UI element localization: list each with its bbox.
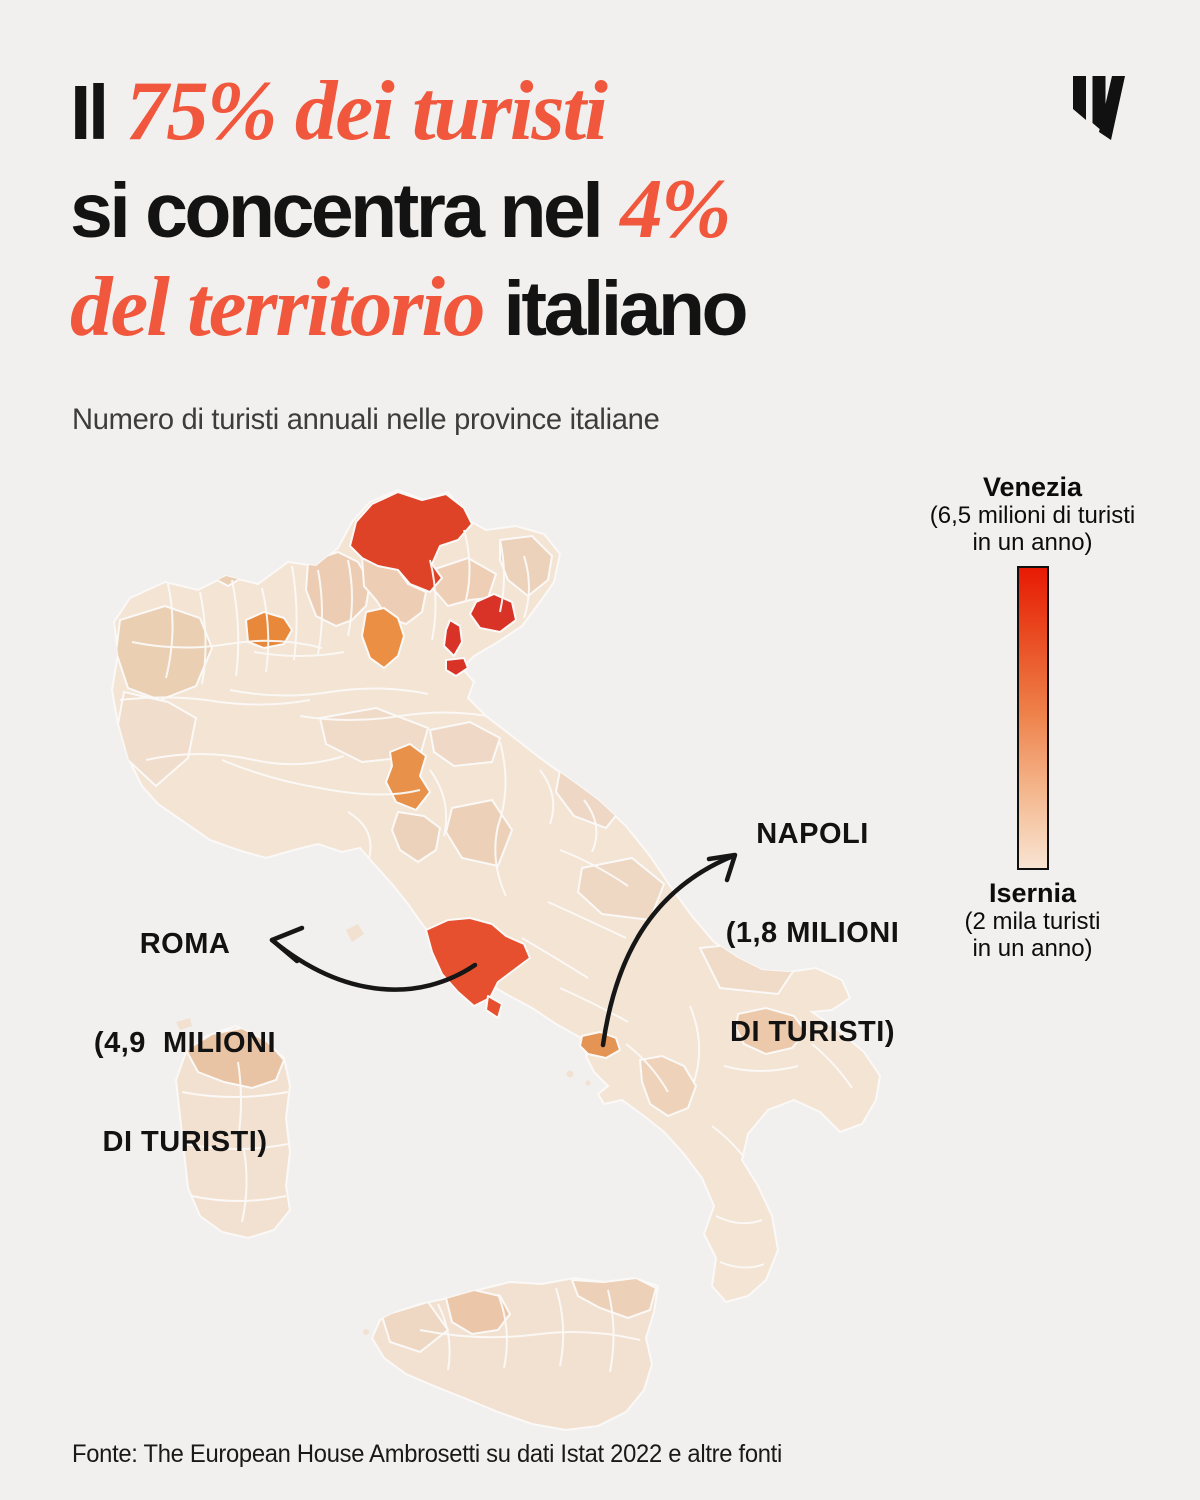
roma-arrowhead: [269, 925, 305, 964]
title-text-accent: 75% dei turisti: [125, 64, 608, 158]
title-line-3: del territorio italiano: [70, 258, 1070, 356]
legend-max-detail: (6,5 milioni di turisti: [929, 502, 1136, 529]
sicily-provinces: [380, 1278, 658, 1373]
legend-max-city: Venezia: [982, 472, 1083, 502]
annotation-arrows: [269, 852, 738, 1048]
w-logo-icon: [1073, 76, 1125, 140]
province-roma-spur: [485, 995, 503, 1019]
roma-annotation-value: DI TURISTI): [102, 1126, 268, 1158]
roma-annotation-value: (4,9 MILIONI: [93, 1027, 277, 1059]
title-text-black: italiano: [503, 266, 749, 352]
roma-arrow: [269, 937, 478, 992]
napoli-annotation: NAPOLI (1,8 MILIONI DI TURISTI): [700, 752, 925, 1115]
province-verona: [361, 607, 405, 669]
title-text-black: Il: [70, 70, 109, 156]
title-line-1: Il 75% dei turisti: [70, 62, 1070, 160]
chart-subtitle: Numero di turisti annuali nelle province…: [72, 403, 660, 436]
province-venezia-lagoon-south: [445, 657, 469, 677]
napoli-annotation-value: DI TURISTI): [730, 1016, 895, 1048]
title-text-accent: 4%: [620, 162, 731, 256]
province-venezia: [469, 593, 517, 633]
color-legend: Venezia (6,5 milioni di turisti in un an…: [900, 472, 1165, 962]
small-islands: [176, 924, 591, 1335]
province-borders: [119, 529, 853, 1269]
title-text-accent: del territorio: [70, 260, 486, 354]
napoli-annotation-title: NAPOLI: [756, 818, 869, 850]
napoli-annotation-value: (1,8 MILIONI: [725, 917, 900, 949]
roma-annotation-title: ROMA: [139, 928, 231, 960]
title-text-black: si concentra nel: [70, 168, 604, 254]
title-line-2: si concentra nel 4%: [70, 160, 1070, 258]
legend-max-detail: in un anno): [972, 529, 1093, 556]
sardinia-provinces: [181, 1026, 289, 1223]
napoli-arrow: [600, 853, 736, 1048]
legend-min-detail: in un anno): [972, 935, 1093, 962]
province-bolzano: [349, 491, 473, 593]
legend-min-detail: (2 mila turisti: [964, 908, 1101, 935]
napoli-arrowhead: [706, 852, 738, 883]
page-title: Il 75% dei turisti si concentra nel 4% del…: [70, 62, 1070, 356]
legend-min-city: Isernia: [988, 878, 1077, 908]
legend-gradient-bar: [1016, 566, 1049, 870]
roma-annotation: ROMA (4,9 MILIONI DI TURISTI): [60, 862, 310, 1225]
source-note: Fonte: The European House Ambrosetti su …: [72, 1440, 782, 1468]
province-venezia-lagoon-west: [443, 619, 463, 657]
